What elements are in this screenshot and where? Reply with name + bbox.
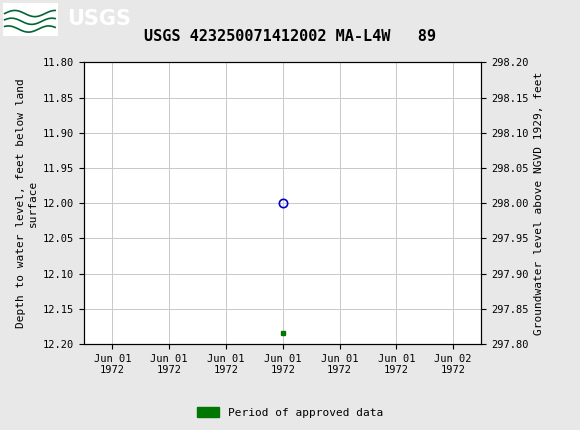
Bar [3,3,58,36]
Y-axis label: Groundwater level above NGVD 1929, feet: Groundwater level above NGVD 1929, feet [534,71,544,335]
Y-axis label: Depth to water level, feet below land
surface: Depth to water level, feet below land su… [16,78,38,328]
Text: USGS 423250071412002 MA-L4W   89: USGS 423250071412002 MA-L4W 89 [144,29,436,44]
Text: USGS: USGS [67,9,130,29]
Legend: Period of approved data: Period of approved data [193,403,387,422]
